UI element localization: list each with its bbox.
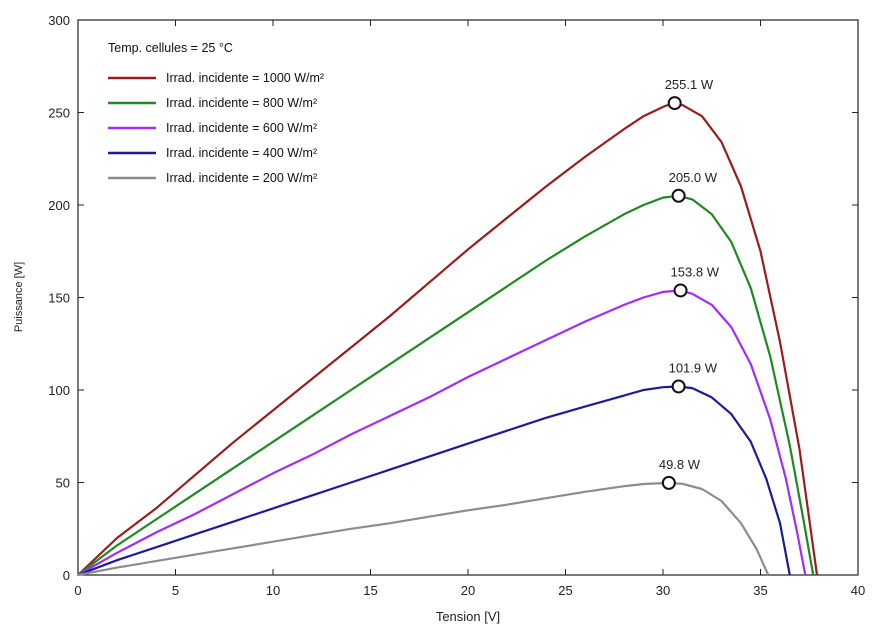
x-tick-label: 10 <box>266 583 280 598</box>
mpp-layer: 255.1 W 205.0 W 153.8 W 101.9 W 49.8 W <box>659 77 720 490</box>
mpp-label: 101.9 W <box>669 360 718 375</box>
mpp-marker <box>671 188 686 203</box>
plot-area <box>77 19 859 576</box>
series-line <box>77 385 791 577</box>
x-tick-label: 5 <box>172 583 179 598</box>
mpp-label: 49.8 W <box>659 457 701 472</box>
x-tick-label: 15 <box>363 583 377 598</box>
y-tick-label: 250 <box>48 106 70 121</box>
x-tick-label: 20 <box>461 583 475 598</box>
series-line <box>77 481 770 577</box>
x-tick-label: 25 <box>558 583 572 598</box>
mpp-marker <box>667 96 682 111</box>
x-tick-label: 35 <box>753 583 767 598</box>
series-layer <box>77 102 819 577</box>
series-line <box>77 289 807 576</box>
mpp-label: 255.1 W <box>665 77 714 92</box>
legend-label: Irrad. incidente = 1000 W/m² <box>166 71 324 85</box>
y-tick-label: 50 <box>56 476 70 491</box>
series-line <box>77 102 819 576</box>
y-tick-label: 150 <box>48 291 70 306</box>
legend: Temp. cellules = 25 °C Irrad. incidente … <box>108 41 324 185</box>
x-tick-label: 0 <box>74 583 81 598</box>
x-tick-label: 30 <box>656 583 670 598</box>
legend-label: Irrad. incidente = 400 W/m² <box>166 146 317 160</box>
legend-label: Irrad. incidente = 600 W/m² <box>166 121 317 135</box>
series-line <box>77 194 815 576</box>
legend-title: Temp. cellules = 25 °C <box>108 41 233 55</box>
mpp-marker <box>673 283 688 298</box>
y-axis-title: Puissance [W] <box>13 262 25 332</box>
y-tick-label: 0 <box>63 568 70 583</box>
axis-ticks: 0 5 10 15 20 25 30 35 40 0 50 100 150 200 250 300 <box>48 13 865 598</box>
x-tick-label: 40 <box>851 583 865 598</box>
legend-label: Irrad. incidente = 800 W/m² <box>166 96 317 110</box>
legend-label: Irrad. incidente = 200 W/m² <box>166 171 317 185</box>
mpp-label: 205.0 W <box>669 170 718 185</box>
mpp-label: 153.8 W <box>671 264 720 279</box>
mpp-marker <box>661 475 676 490</box>
y-tick-label: 200 <box>48 198 70 213</box>
x-axis-title: Tension [V] <box>436 609 500 624</box>
y-tick-label: 300 <box>48 13 70 28</box>
mpp-marker <box>671 379 686 394</box>
y-tick-label: 100 <box>48 383 70 398</box>
